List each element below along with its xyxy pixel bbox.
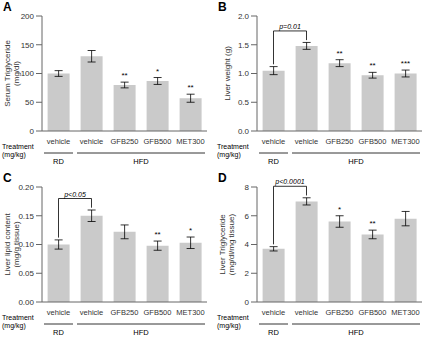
svg-text:0.00: 0.00 — [18, 298, 34, 307]
svg-text:RD: RD — [268, 328, 279, 337]
svg-text:GFB250: GFB250 — [326, 137, 354, 146]
svg-text:HFD: HFD — [133, 157, 149, 166]
svg-text:MET300: MET300 — [176, 308, 204, 317]
svg-text:**: ** — [154, 230, 160, 239]
svg-text:MET300: MET300 — [176, 137, 204, 146]
svg-text:0.5: 0.5 — [238, 98, 250, 107]
svg-text:RD: RD — [53, 157, 64, 166]
svg-text:6: 6 — [245, 212, 250, 221]
svg-text:***: *** — [401, 59, 410, 68]
svg-text:4: 4 — [245, 240, 250, 249]
svg-text:2: 2 — [245, 269, 250, 278]
svg-text:RD: RD — [53, 328, 64, 337]
svg-text:0.15: 0.15 — [18, 212, 34, 221]
svg-text:vehicle: vehicle — [295, 308, 318, 317]
html-text:B: B — [218, 0, 227, 14]
svg-text:1.5: 1.5 — [238, 41, 250, 50]
svg-text:vehicle: vehicle — [262, 308, 285, 317]
svg-text:GFB500: GFB500 — [144, 137, 172, 146]
html-text:D: D — [218, 171, 227, 185]
svg-text:GFB250: GFB250 — [111, 308, 139, 317]
svg-text:GFB250: GFB250 — [326, 308, 354, 317]
svg-text:**: ** — [369, 61, 375, 70]
svg-text:0.0: 0.0 — [238, 127, 250, 136]
svg-text:**: ** — [121, 71, 127, 80]
svg-text:vehicle: vehicle — [47, 137, 70, 146]
svg-text:0: 0 — [245, 298, 250, 307]
svg-text:MET300: MET300 — [391, 308, 419, 317]
svg-text:150: 150 — [21, 41, 35, 50]
html-text:Treatment (mg/kg): Treatment (mg/kg) — [2, 143, 34, 158]
svg-text:1.0: 1.0 — [238, 69, 250, 78]
svg-text:p<0.0001: p<0.0001 — [274, 178, 304, 186]
svg-text:200: 200 — [21, 12, 35, 21]
svg-text:**: ** — [369, 219, 375, 228]
svg-text:GFB500: GFB500 — [144, 308, 172, 317]
svg-text:GFB250: GFB250 — [111, 137, 139, 146]
svg-text:*: * — [189, 226, 192, 235]
svg-text:**: ** — [187, 83, 193, 92]
html-text:Treatment (mg/kg): Treatment (mg/kg) — [217, 143, 249, 158]
svg-text:vehicle: vehicle — [47, 308, 70, 317]
svg-text:vehicle: vehicle — [80, 308, 103, 317]
html-text:Treatment (mg/kg): Treatment (mg/kg) — [217, 314, 249, 329]
html-text:Treatment (mg/kg): Treatment (mg/kg) — [2, 314, 34, 329]
svg-text:p<0.05: p<0.05 — [63, 191, 86, 199]
svg-text:Serum Triglyceride(mg/dl): Serum Triglyceride(mg/dl) — [8, 40, 21, 107]
svg-text:*: * — [338, 205, 341, 214]
svg-text:HFD: HFD — [133, 328, 149, 337]
svg-text:vehicle: vehicle — [295, 137, 318, 146]
html-text:A: A — [3, 0, 12, 14]
svg-text:vehicle: vehicle — [80, 137, 103, 146]
svg-text:vehicle: vehicle — [262, 137, 285, 146]
svg-text:**: ** — [336, 49, 342, 58]
svg-text:100: 100 — [21, 69, 35, 78]
svg-text:2.0: 2.0 — [238, 12, 250, 21]
html-text:C: C — [3, 171, 12, 185]
svg-text:*: * — [156, 67, 159, 76]
svg-text:p=0.01: p=0.01 — [278, 23, 301, 31]
svg-text:RD: RD — [268, 157, 279, 166]
svg-text:HFD: HFD — [348, 157, 364, 166]
svg-text:8: 8 — [245, 183, 250, 192]
svg-text:MET300: MET300 — [391, 137, 419, 146]
svg-text:GFB500: GFB500 — [359, 308, 387, 317]
svg-text:Liver weight (g): Liver weight (g) — [223, 46, 232, 101]
svg-text:0.20: 0.20 — [18, 183, 34, 192]
svg-text:0.05: 0.05 — [18, 269, 34, 278]
svg-text:GFB500: GFB500 — [359, 137, 387, 146]
svg-text:Liver Triglyceride(mg/dl/mg ti: Liver Triglyceride(mg/dl/mg tissue) — [218, 213, 236, 275]
svg-text:0: 0 — [30, 127, 35, 136]
svg-text:HFD: HFD — [348, 328, 364, 337]
svg-text:0.10: 0.10 — [18, 240, 34, 249]
svg-text:50: 50 — [25, 98, 34, 107]
